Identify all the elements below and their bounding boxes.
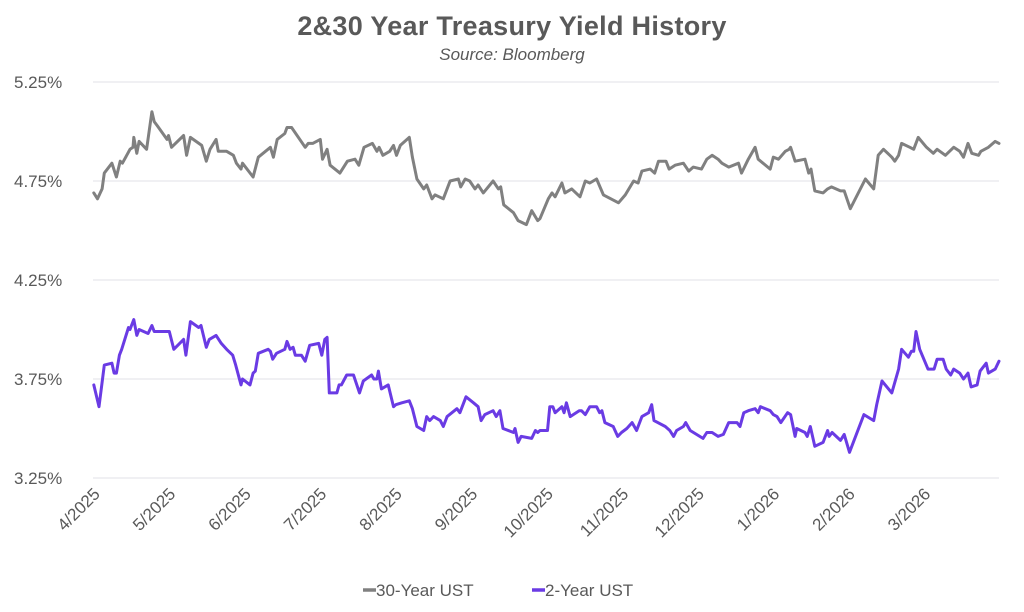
y-tick-label: 4.75% [14, 172, 62, 191]
x-axis: 4/2025 5/2025 6/2025 7/2025 8/2025 9/2025 10/2… [54, 484, 935, 541]
legend-label-30-year: 30-Year UST [376, 581, 474, 600]
x-tick-label: 2/2026 [809, 484, 859, 534]
series-line-30-year [92, 110, 1001, 227]
plot-area [92, 110, 1001, 454]
x-tick-label: 7/2025 [280, 484, 330, 534]
y-tick-label: 5.25% [14, 73, 62, 92]
series-line-2-year [92, 318, 1001, 454]
x-tick-label: 4/2025 [54, 484, 104, 534]
y-tick-label: 3.75% [14, 370, 62, 389]
chart-subtitle: Source: Bloomberg [439, 45, 585, 64]
x-tick-label: 3/2026 [884, 484, 934, 534]
x-tick-label: 6/2025 [205, 484, 255, 534]
y-tick-label: 3.25% [14, 469, 62, 488]
chart-title: 2&30 Year Treasury Yield History [297, 11, 726, 41]
x-tick-label: 12/2025 [651, 484, 708, 541]
y-axis: 3.25% 3.75% 4.25% 4.75% 5.25% [14, 73, 62, 488]
x-tick-label: 5/2025 [129, 484, 179, 534]
x-tick-label: 1/2026 [733, 484, 783, 534]
legend: 30-Year UST 2-Year UST [363, 581, 633, 600]
x-tick-label: 8/2025 [356, 484, 406, 534]
x-tick-label: 11/2025 [576, 484, 632, 540]
x-tick-label: 9/2025 [431, 484, 481, 534]
legend-label-2-year: 2-Year UST [545, 581, 633, 600]
y-tick-label: 4.25% [14, 271, 62, 290]
x-tick-label: 10/2025 [500, 484, 557, 541]
